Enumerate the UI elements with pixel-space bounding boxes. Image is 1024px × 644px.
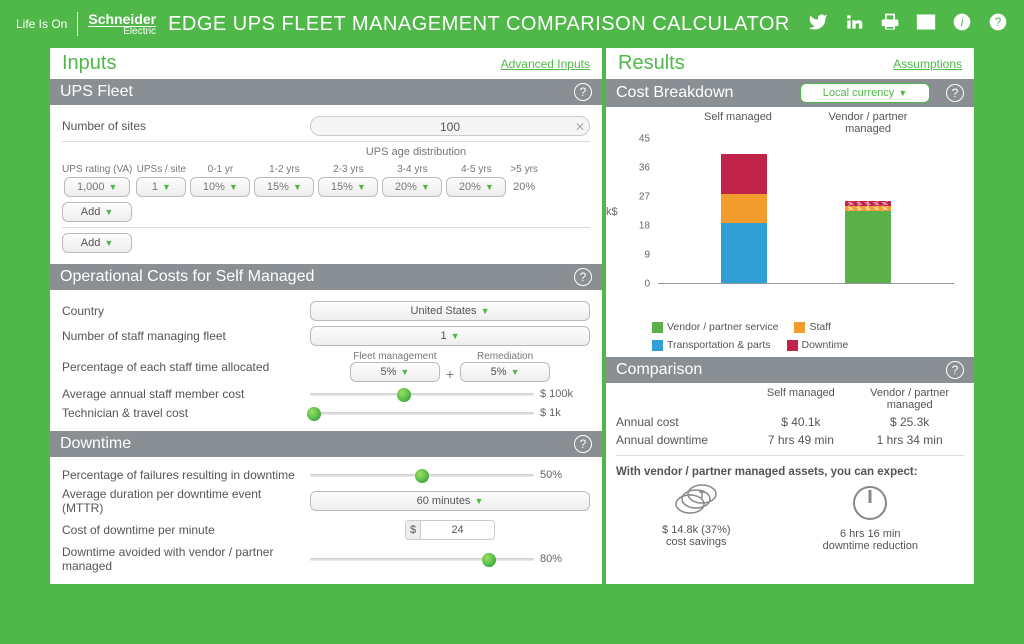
print-icon[interactable] (880, 12, 900, 37)
ups-per-site-select[interactable]: 1▼ (136, 177, 186, 197)
tech-travel-slider[interactable] (310, 407, 534, 419)
lifeison-text: Life Is On (16, 17, 67, 31)
add-button[interactable]: Add▼ (62, 233, 132, 253)
add-button[interactable]: Add▼ (62, 202, 132, 222)
help-icon[interactable]: ? (946, 361, 964, 379)
help-icon[interactable]: ? (988, 12, 1008, 37)
info-icon[interactable]: i (952, 12, 972, 37)
topbar-icons: i ? (808, 12, 1008, 37)
num-sites-input[interactable]: 100 ✕ (310, 116, 590, 136)
svg-text:?: ? (995, 16, 1002, 29)
currency-select[interactable]: Local currency▼ (800, 83, 930, 103)
age-bin-select[interactable]: 20%▼ (446, 177, 506, 197)
results-panel: Results Assumptions Cost Breakdown Local… (606, 48, 974, 584)
downtime-header: Downtime ? (50, 431, 602, 457)
staff-cost-slider[interactable] (310, 388, 534, 400)
age-bin-select[interactable]: 15%▼ (318, 177, 378, 197)
brand: Life Is On Schneider Electric (16, 12, 156, 37)
pct-fail-slider[interactable] (310, 469, 534, 481)
linkedin-icon[interactable] (844, 12, 864, 37)
results-title: Results (618, 52, 685, 75)
summary: With vendor / partner managed assets, yo… (606, 460, 974, 558)
help-icon[interactable]: ? (574, 83, 592, 101)
clear-icon[interactable]: ✕ (575, 119, 585, 135)
staff-count-select[interactable]: 1▼ (310, 326, 590, 346)
bar-self-managed (721, 154, 767, 283)
fleet-mgmt-select[interactable]: 5%▼ (350, 362, 440, 382)
remediation-select[interactable]: 5%▼ (460, 362, 550, 382)
money-icon (662, 484, 730, 524)
inputs-title: Inputs (62, 52, 116, 75)
age-bin-select[interactable]: 20%▼ (382, 177, 442, 197)
table-row: Annual downtime7 hrs 49 min1 hrs 34 min (616, 433, 964, 447)
help-icon[interactable]: ? (574, 268, 592, 286)
top-bar: Life Is On Schneider Electric EDGE UPS F… (0, 0, 1024, 48)
divider (77, 12, 78, 36)
cost-per-min-input[interactable]: $ 24 (405, 520, 495, 540)
help-icon[interactable]: ? (946, 84, 964, 102)
chart-legend: Vendor / partner serviceStaffTransportat… (606, 317, 974, 357)
schneider-logo: Schneider Electric (88, 12, 156, 37)
svg-text:i: i (961, 16, 964, 29)
table-row: Annual cost$ 40.1k$ 25.3k (616, 415, 964, 429)
clock-icon (823, 484, 918, 528)
comparison-header: Comparison ? (606, 357, 974, 383)
inputs-panel: Inputs Advanced Inputs UPS Fleet ? Numbe… (50, 48, 602, 584)
help-icon[interactable]: ? (574, 435, 592, 453)
ups-fleet-header: UPS Fleet ? (50, 79, 602, 105)
opcosts-header: Operational Costs for Self Managed ? (50, 264, 602, 290)
avoided-slider[interactable] (310, 553, 534, 565)
assumptions-link[interactable]: Assumptions (893, 57, 962, 71)
bar-vendor-managed (845, 201, 891, 283)
num-sites-label: Number of sites (62, 119, 302, 133)
country-select[interactable]: United States▼ (310, 301, 590, 321)
app-title: EDGE UPS FLEET MANAGEMENT COMPARISON CAL… (168, 13, 790, 36)
fleet-grid: UPS rating (VA) 1,000▼ UPSs / site 1▼ 0-… (62, 164, 590, 197)
over5-value: 20% (513, 177, 535, 197)
twitter-icon[interactable] (808, 12, 828, 37)
cost-breakdown-header: Cost Breakdown Local currency▼ ? (606, 79, 974, 107)
age-bin-select[interactable]: 10%▼ (190, 177, 250, 197)
age-bin-select[interactable]: 15%▼ (254, 177, 314, 197)
ups-rating-select[interactable]: 1,000▼ (64, 177, 130, 197)
advanced-inputs-link[interactable]: Advanced Inputs (501, 57, 590, 71)
age-dist-label: UPS age distribution (242, 146, 590, 158)
mttr-select[interactable]: 60 minutes▼ (310, 491, 590, 511)
cost-breakdown-chart: Self managed Vendor / partner managed k$… (606, 107, 974, 317)
mail-icon[interactable] (916, 12, 936, 37)
comparison-table: Self managed Vendor / partner managed An… (606, 383, 974, 451)
